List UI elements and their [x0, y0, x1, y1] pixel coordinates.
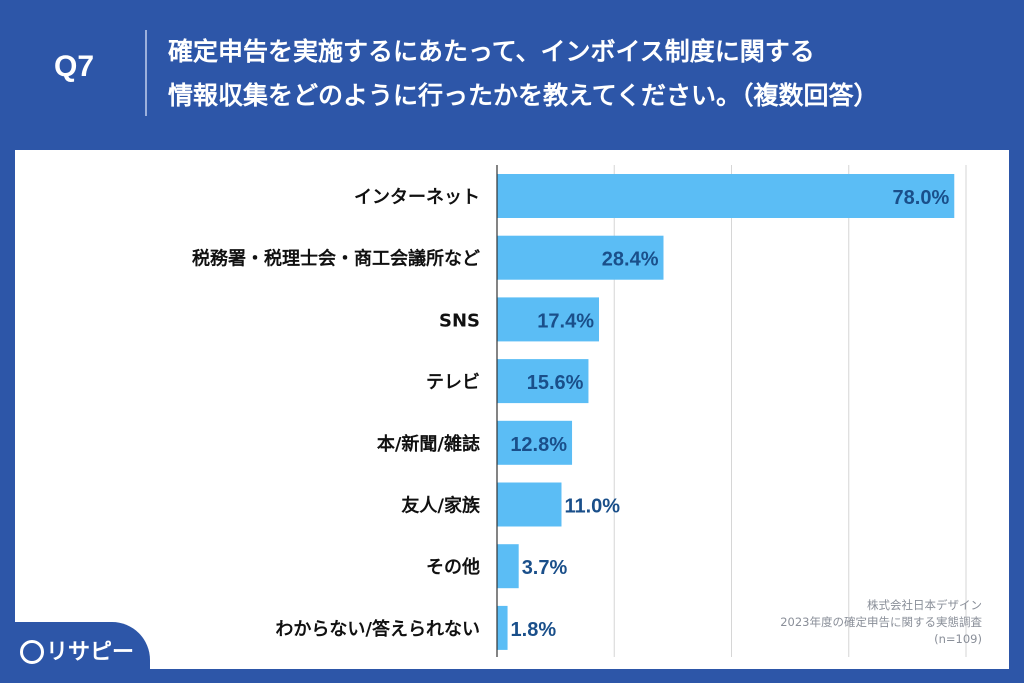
- bar-1: [497, 235, 664, 280]
- category-label-2: SNS: [439, 310, 480, 331]
- value-label-6: 3.7%: [522, 557, 568, 579]
- category-label-4: 本/新聞/雑誌: [377, 433, 480, 455]
- category-label-5: 友人/家族: [401, 495, 481, 517]
- category-label-7: わからない/答えられない: [275, 618, 480, 640]
- bar-6: [497, 544, 519, 589]
- category-label-3: テレビ: [426, 372, 480, 393]
- category-label-6: その他: [426, 556, 480, 578]
- source-sample: (n=109): [934, 632, 982, 646]
- source-company: 株式会社日本デザイン: [867, 598, 982, 612]
- value-label-2: 17.4%: [537, 310, 594, 332]
- question-line-2: 情報収集をどのように行ったかを教えてください。（複数回答）: [168, 81, 879, 110]
- bar-2: [497, 297, 600, 342]
- value-label-3: 15.6%: [527, 372, 584, 394]
- header-divider: [145, 30, 147, 116]
- bar-7: [497, 605, 508, 650]
- bar-0: [497, 174, 955, 218]
- bar-5: [497, 482, 562, 527]
- category-label-0: インターネット: [354, 187, 480, 208]
- bar-3: [497, 359, 589, 404]
- question-line-1: 確定申告を実施するにあたって、インボイス制度に関する: [168, 37, 815, 66]
- value-label-5: 11.0%: [564, 496, 620, 518]
- header: Q7 確定申告を実施するにあたって、インボイス制度に関する 情報収集をどのように…: [0, 0, 1024, 150]
- question-number: Q7: [54, 50, 95, 83]
- value-label-1: 28.4%: [602, 249, 659, 271]
- bar-4: [497, 420, 573, 465]
- value-label-0: 78.0%: [893, 187, 950, 209]
- value-label-4: 12.8%: [510, 434, 567, 456]
- value-label-7: 1.8%: [511, 619, 557, 641]
- source-survey: 2023年度の確定申告に関する実態調査: [780, 615, 982, 629]
- category-label-1: 税務署・税理士会・商工会議所など: [192, 248, 480, 270]
- brand-logo: リサピー: [0, 622, 150, 683]
- logo-text: リサピー: [46, 640, 135, 665]
- source-note: 株式会社日本デザイン 2023年度の確定申告に関する実態調査 (n=109): [780, 597, 982, 648]
- logo-icon: [20, 640, 44, 664]
- question-text: 確定申告を実施するにあたって、インボイス制度に関する 情報収集をどのように行った…: [168, 30, 879, 118]
